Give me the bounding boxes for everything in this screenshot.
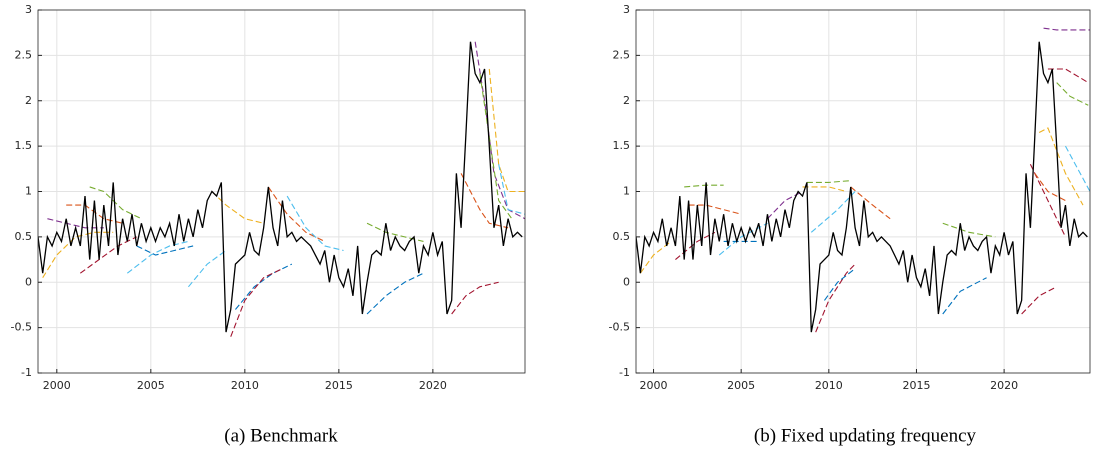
series-line xyxy=(1034,173,1066,202)
series-line xyxy=(126,240,189,274)
series-line xyxy=(211,191,264,224)
series-line xyxy=(1064,145,1090,192)
series-line xyxy=(474,41,525,220)
y-tick-label: 3 xyxy=(25,3,32,16)
axes-box xyxy=(635,9,1091,374)
series-line xyxy=(815,263,856,333)
series-line xyxy=(451,281,499,315)
series-line xyxy=(187,250,227,288)
series-line xyxy=(806,180,851,183)
series-line xyxy=(460,173,509,229)
series-line xyxy=(235,263,293,310)
y-tick-label: 1 xyxy=(25,185,32,198)
series-line xyxy=(230,268,283,337)
series-line xyxy=(639,240,672,274)
series-line xyxy=(1047,68,1089,84)
series-line xyxy=(1038,127,1084,206)
series-line xyxy=(267,186,325,242)
y-tick-label: 2.5 xyxy=(15,48,33,61)
y-tick-label: 1.5 xyxy=(15,139,33,152)
series-line xyxy=(488,68,525,193)
series-line xyxy=(823,268,856,301)
series-line xyxy=(1021,286,1057,315)
x-tick-label: 2020 xyxy=(419,379,447,392)
caption: (b) Fixed updating frequency xyxy=(754,425,977,446)
series-line xyxy=(286,195,344,252)
series-line xyxy=(1029,164,1066,238)
y-tick-label: -0.5 xyxy=(609,321,630,334)
series-line xyxy=(802,186,847,193)
x-tick-label: 2015 xyxy=(325,379,353,392)
y-tick-label: 3 xyxy=(623,3,630,16)
y-tick-label: 2 xyxy=(25,94,32,107)
x-tick-label: 2015 xyxy=(902,379,930,392)
x-tick-label: 2010 xyxy=(815,379,843,392)
y-tick-label: 0 xyxy=(25,275,32,288)
series-line xyxy=(136,245,194,256)
series-line xyxy=(718,222,768,256)
series-line xyxy=(767,191,803,220)
series-line xyxy=(38,41,523,333)
y-tick-label: 2.5 xyxy=(613,48,631,61)
axes-box xyxy=(37,9,526,374)
y-tick-label: 1.5 xyxy=(613,139,631,152)
x-tick-label: 2005 xyxy=(727,379,755,392)
series-line xyxy=(810,191,856,233)
x-tick-label: 2000 xyxy=(640,379,668,392)
y-tick-label: 0.5 xyxy=(15,230,33,243)
caption: (a) Benchmark xyxy=(224,425,338,446)
series-line xyxy=(498,164,525,215)
series-line xyxy=(942,222,996,238)
y-tick-label: -0.5 xyxy=(11,321,32,334)
series-line xyxy=(366,272,424,315)
series-line xyxy=(942,277,987,315)
series-line xyxy=(479,73,513,220)
x-tick-label: 2020 xyxy=(990,379,1018,392)
x-tick-label: 2005 xyxy=(137,379,165,392)
series-line xyxy=(1043,27,1090,31)
series-line xyxy=(636,41,1088,333)
y-tick-label: 0.5 xyxy=(613,230,631,243)
series-line xyxy=(684,184,724,188)
x-tick-label: 2010 xyxy=(231,379,259,392)
series-line xyxy=(850,186,891,220)
y-tick-label: -1 xyxy=(21,366,32,379)
series-line xyxy=(1056,82,1089,106)
series-line xyxy=(66,204,123,224)
y-tick-label: 1 xyxy=(623,185,630,198)
y-tick-label: 0 xyxy=(623,275,630,288)
y-tick-label: 2 xyxy=(623,94,630,107)
series-line xyxy=(89,186,142,220)
x-tick-label: 2000 xyxy=(43,379,71,392)
y-tick-label: -1 xyxy=(619,366,630,379)
